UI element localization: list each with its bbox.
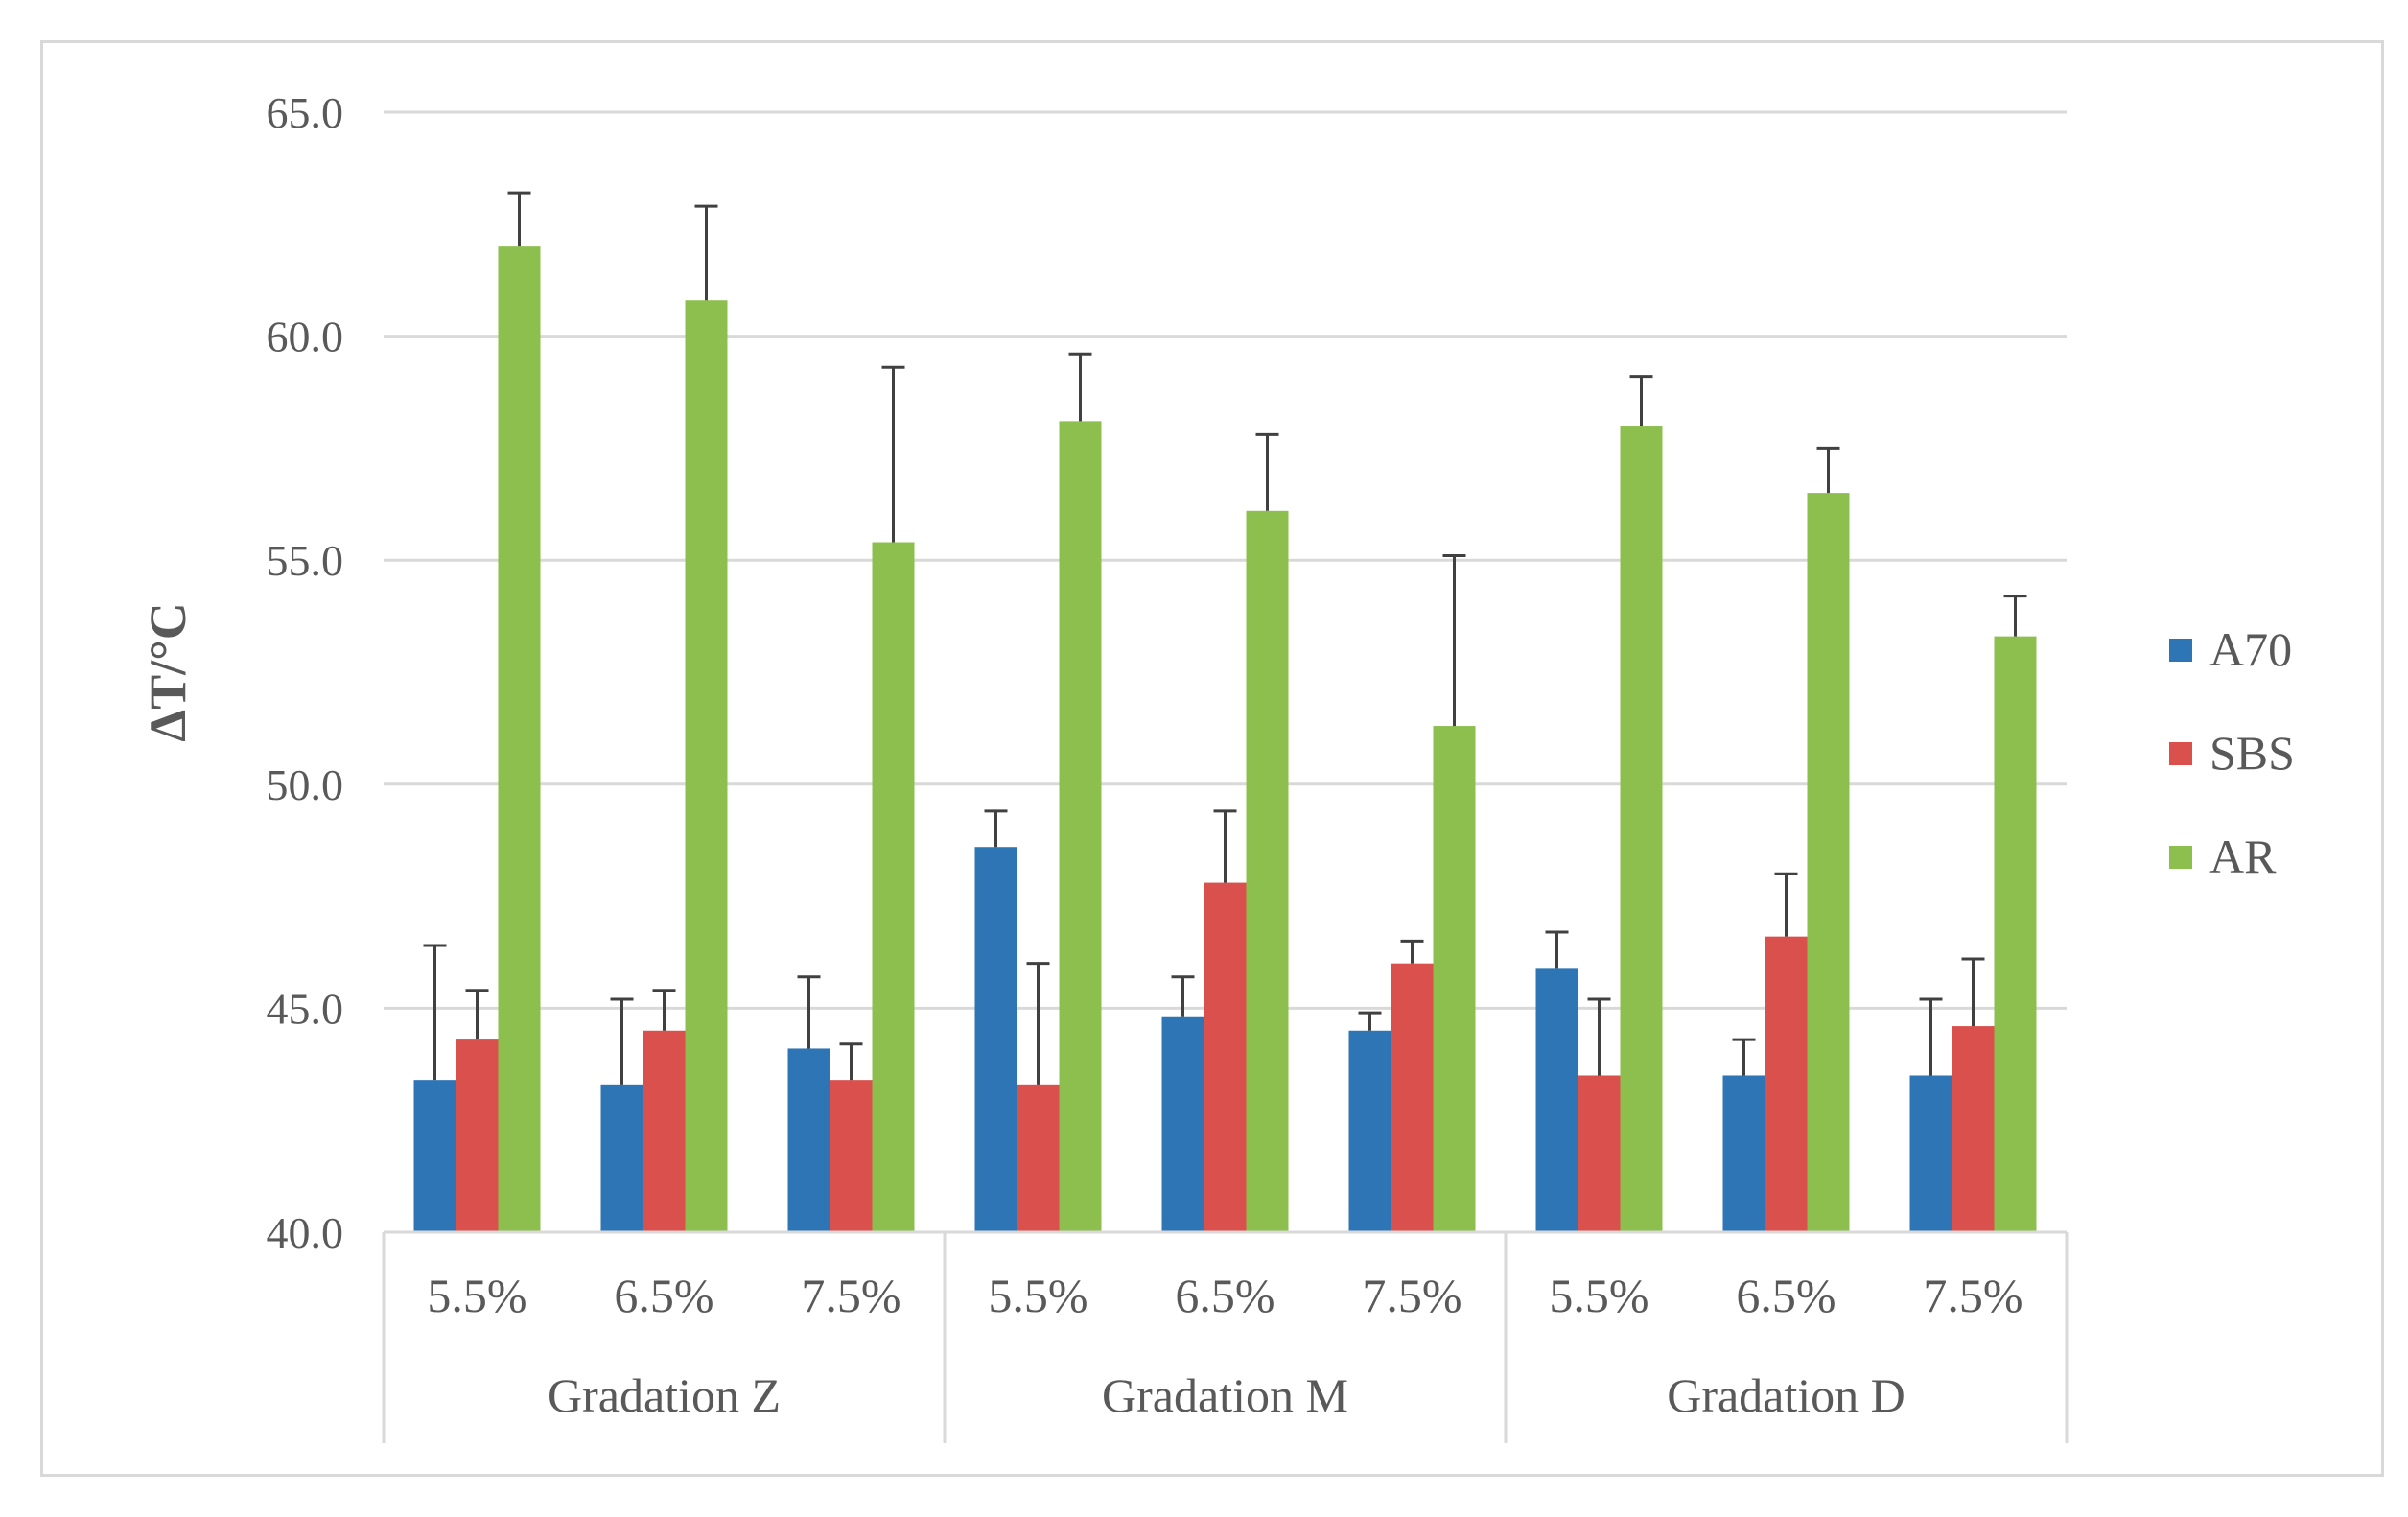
bar-sbs-1 [643, 1030, 686, 1232]
y-tick-label: 50.0 [267, 760, 344, 809]
legend-label-ar: AR [2209, 829, 2277, 883]
group-label: Gradation D [1667, 1368, 1905, 1422]
bar-a70-1 [600, 1084, 643, 1232]
bar-a70-7 [1722, 1075, 1765, 1232]
bar-ar-0 [498, 246, 541, 1232]
bar-a70-3 [974, 847, 1017, 1232]
x-tick-label: 6.5% [614, 1269, 713, 1322]
bar-sbs-8 [1952, 1026, 1995, 1232]
bar-sbs-2 [830, 1080, 873, 1232]
bar-ar-5 [1433, 726, 1476, 1232]
group-label: Gradation Z [548, 1368, 781, 1422]
y-tick-label: 65.0 [267, 88, 344, 137]
bar-ar-6 [1620, 426, 1663, 1232]
bar-sbs-0 [456, 1039, 499, 1232]
bar-sbs-4 [1204, 882, 1247, 1232]
bar-ar-1 [685, 300, 728, 1232]
y-tick-label: 40.0 [267, 1208, 344, 1257]
chart-frame [40, 40, 2384, 1477]
x-tick-label: 5.5% [988, 1269, 1087, 1322]
y-tick-label: 60.0 [267, 313, 344, 362]
bar-sbs-3 [1017, 1084, 1060, 1232]
bar-a70-2 [787, 1048, 830, 1232]
x-tick-label: 7.5% [1923, 1269, 2022, 1322]
y-tick-label: 55.0 [267, 536, 344, 585]
bar-ar-2 [872, 542, 915, 1232]
x-tick-label: 6.5% [1736, 1269, 1835, 1322]
x-tick-label: 5.5% [427, 1269, 526, 1322]
legend-label-a70: A70 [2209, 622, 2292, 676]
bar-a70-6 [1535, 968, 1578, 1232]
legend-swatch-a70 [2169, 639, 2192, 662]
bar-ar-3 [1059, 421, 1102, 1232]
bar-a70-8 [1909, 1075, 1952, 1232]
y-axis-label: ΔT/°C [139, 602, 197, 741]
bar-sbs-6 [1578, 1075, 1621, 1232]
legend-label-sbs: SBS [2209, 726, 2295, 780]
group-label: Gradation M [1102, 1368, 1348, 1422]
x-tick-label: 7.5% [1362, 1269, 1461, 1322]
x-tick-label: 7.5% [801, 1269, 900, 1322]
y-tick-label: 45.0 [267, 984, 344, 1033]
legend-swatch-sbs [2169, 742, 2192, 765]
bar-a70-5 [1348, 1030, 1391, 1232]
bar-a70-4 [1161, 1016, 1204, 1232]
legend-swatch-ar [2169, 846, 2192, 869]
bar-ar-4 [1246, 510, 1289, 1232]
bar-a70-0 [413, 1080, 456, 1232]
bar-sbs-7 [1765, 936, 1808, 1232]
bar-ar-8 [1994, 636, 2037, 1232]
x-tick-label: 5.5% [1549, 1269, 1648, 1322]
x-tick-label: 6.5% [1175, 1269, 1274, 1322]
bar-sbs-5 [1391, 963, 1434, 1232]
bar-ar-7 [1807, 493, 1850, 1232]
